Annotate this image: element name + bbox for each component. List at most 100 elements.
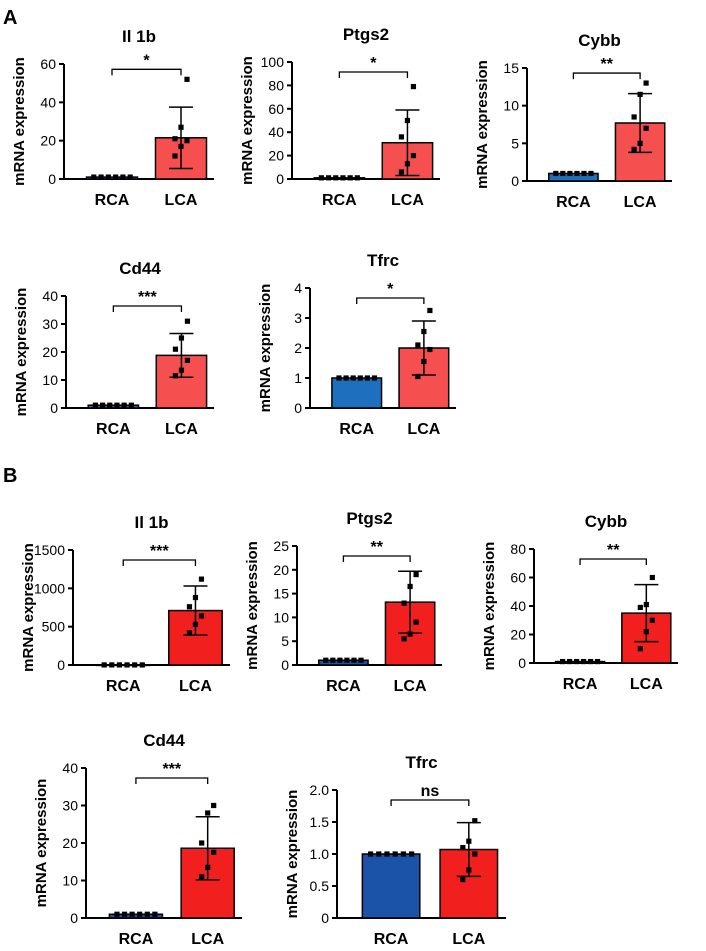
data-point [101, 662, 107, 668]
data-point [427, 346, 433, 353]
data-point [351, 657, 357, 663]
y-tick-label: 15 [273, 586, 289, 602]
data-point [573, 658, 580, 665]
y-axis-label: mRNA expression [13, 288, 30, 417]
data-point [347, 175, 353, 181]
y-tick-label: 40 [42, 288, 58, 304]
data-point [404, 161, 411, 167]
data-point [587, 658, 594, 665]
data-point [350, 375, 356, 381]
data-point [460, 877, 466, 883]
data-point [574, 170, 580, 177]
data-point [178, 124, 184, 130]
data-point [415, 342, 421, 348]
data-point [109, 662, 115, 668]
data-point [400, 851, 406, 857]
data-point [594, 658, 601, 665]
y-tick-label: 0 [70, 910, 78, 926]
data-point [198, 576, 205, 582]
significance-bracket [338, 71, 409, 78]
x-category-label: LCA [630, 676, 663, 693]
y-tick-label: 1 [294, 370, 302, 386]
significance-label: * [387, 281, 394, 298]
x-category-label: RCA [106, 678, 141, 695]
significance-label: ** [371, 539, 384, 556]
data-point [325, 175, 332, 181]
data-point [344, 657, 350, 663]
data-point [367, 851, 374, 857]
y-axis-label: mRNA expression [20, 543, 37, 672]
x-category-label: LCA [191, 931, 224, 948]
y-tick-label: 60 [40, 56, 56, 72]
bar-rca [361, 853, 421, 919]
y-axis-label: mRNA expression [481, 542, 498, 671]
y-tick-label: 100 [261, 54, 285, 70]
x-category-label: RCA [96, 421, 131, 438]
data-point [413, 571, 419, 578]
data-point [186, 604, 193, 610]
data-point [318, 175, 324, 181]
data-point [178, 143, 184, 150]
x-category-label: RCA [326, 678, 361, 695]
data-point [127, 174, 133, 180]
y-tick-label: 20 [273, 562, 289, 578]
y-tick-label: 0 [518, 655, 526, 671]
data-point [643, 125, 649, 131]
data-point [398, 169, 405, 175]
data-point [211, 802, 217, 809]
data-point [649, 574, 655, 581]
y-tick-label: 40 [62, 760, 78, 776]
y-tick-label: 10 [62, 873, 78, 889]
data-point [413, 619, 419, 625]
y-axis-label: mRNA expression [257, 284, 274, 413]
chart-10: Tfrc mRNA expression 0 0.5 1.0 1.5 2.0 RCA LCA ns [284, 753, 506, 948]
bar-rca [331, 377, 383, 409]
x-category-label: RCA [556, 194, 591, 211]
y-tick-label: 0.5 [310, 878, 330, 894]
chart-title: Il 1b [122, 27, 156, 46]
data-point [559, 658, 566, 665]
data-point [401, 600, 407, 606]
significance-bracket [572, 72, 641, 80]
data-point [340, 175, 346, 181]
data-point [384, 851, 390, 857]
data-point [371, 375, 378, 381]
panel-label-b: B [3, 465, 17, 487]
data-point [132, 662, 138, 668]
data-point [637, 646, 643, 652]
data-point [116, 662, 123, 668]
bar-rca [87, 404, 140, 409]
data-point [637, 140, 643, 146]
data-point [392, 851, 398, 857]
data-point [588, 170, 594, 177]
data-point [354, 175, 360, 181]
data-point [114, 911, 120, 917]
y-tick-label: 0 [276, 171, 284, 187]
data-point [421, 358, 427, 365]
data-point [472, 818, 478, 824]
data-point [129, 911, 135, 917]
significance-bracket [135, 777, 209, 784]
chart-5: Tfrc mRNA expression 0 1 2 3 4 RCA LCA * [257, 251, 456, 438]
data-point [107, 402, 113, 408]
y-tick-label: 20 [62, 835, 78, 851]
y-tick-label: 0 [281, 657, 289, 673]
chart-title: Ptgs2 [346, 509, 392, 528]
chart-9: Cd44 mRNA expression 0 10 20 30 40 RCA LCA *** [33, 731, 242, 948]
y-tick-label: 60 [268, 101, 284, 117]
y-axis-label: mRNA expression [474, 60, 491, 189]
data-point [466, 838, 472, 844]
y-tick-label: 30 [62, 798, 78, 814]
chart-title: Cybb [585, 512, 628, 531]
data-point [427, 307, 433, 314]
data-point [211, 849, 217, 855]
x-category-label: LCA [179, 678, 212, 695]
significance-bracket [122, 559, 197, 566]
data-point [560, 170, 566, 177]
y-tick-label: 80 [510, 541, 526, 557]
y-tick-label: 5 [511, 135, 519, 151]
data-point [192, 594, 199, 601]
y-axis-label: mRNA expression [244, 541, 261, 670]
y-tick-label: 0 [511, 173, 519, 189]
chart-6: Il 1b mRNA expression 0 500 1000 1500 RCA LCA **… [20, 513, 230, 695]
